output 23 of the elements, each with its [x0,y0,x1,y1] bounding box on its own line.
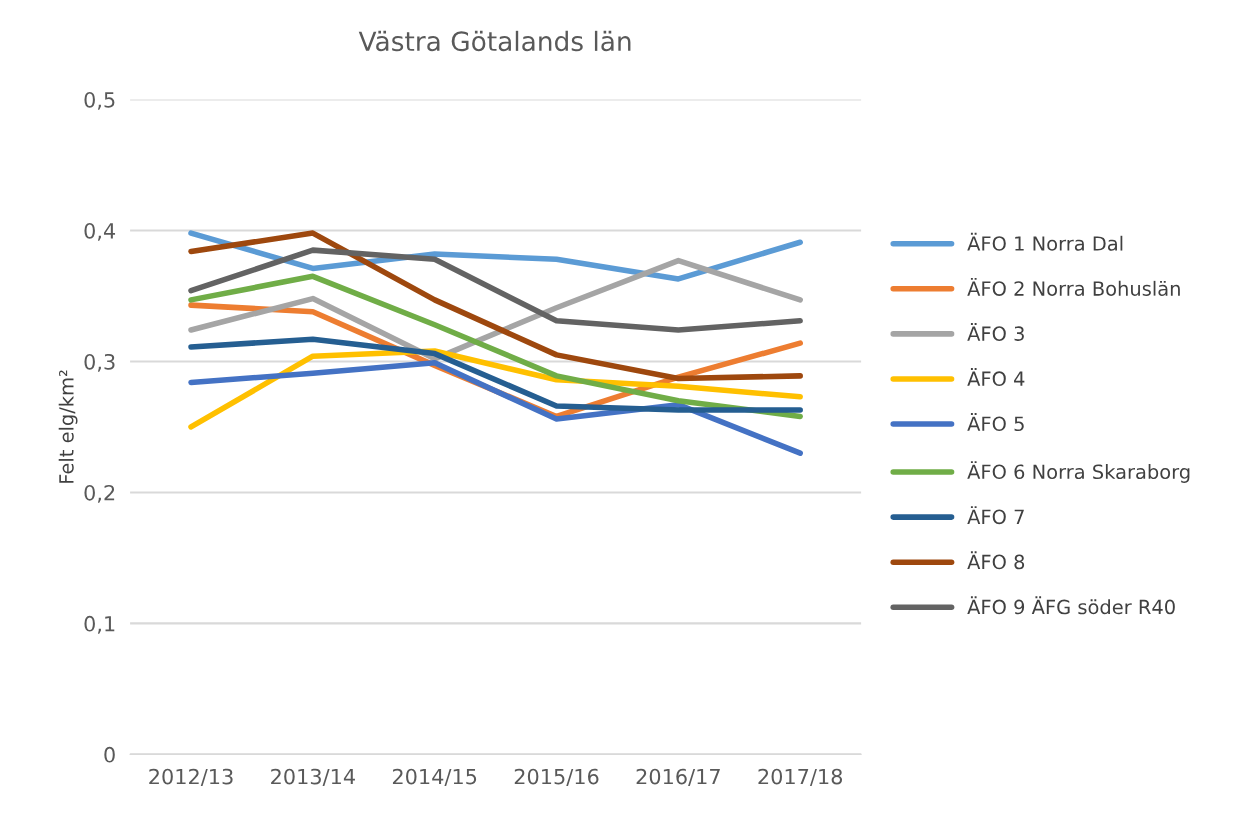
legend-label: ÄFO 7 [967,506,1024,525]
y-tick-label: 0,1 [84,615,115,634]
x-tick-label: 2014/15 [392,768,477,787]
legend-label: ÄFO 1 Norra Dal [967,232,1123,251]
y-axis-title: Felt elg/km² [58,370,78,483]
y-tick-label: 0,3 [84,353,115,372]
y-tick-label: 0,2 [84,484,115,503]
legend-label: ÄFO 3 [967,322,1024,341]
x-tick-label: 2017/18 [758,768,843,787]
y-tick-label: 0 [104,746,115,763]
x-tick-label: 2015/16 [514,768,599,787]
chart-title: Västra Götalands län [358,30,631,52]
y-tick-label: 0,5 [84,91,115,110]
legend-label: ÄFO 4 [967,368,1025,387]
legend-label: ÄFO 2 Norra Bohuslän [967,277,1180,296]
legend-label: ÄFO 8 [967,551,1025,570]
y-tick-label: 0,4 [84,222,116,241]
x-tick-label: 2013/14 [271,768,355,787]
x-tick-label: 2016/17 [636,768,720,787]
legend-label: ÄFO 6 Norra Skaraborg [967,461,1190,483]
legend-label: ÄFO 9 ÄFG söder R40 [967,596,1175,615]
x-tick-label: 2012/13 [149,768,233,787]
legend-label: ÄFO 5 [967,413,1024,432]
